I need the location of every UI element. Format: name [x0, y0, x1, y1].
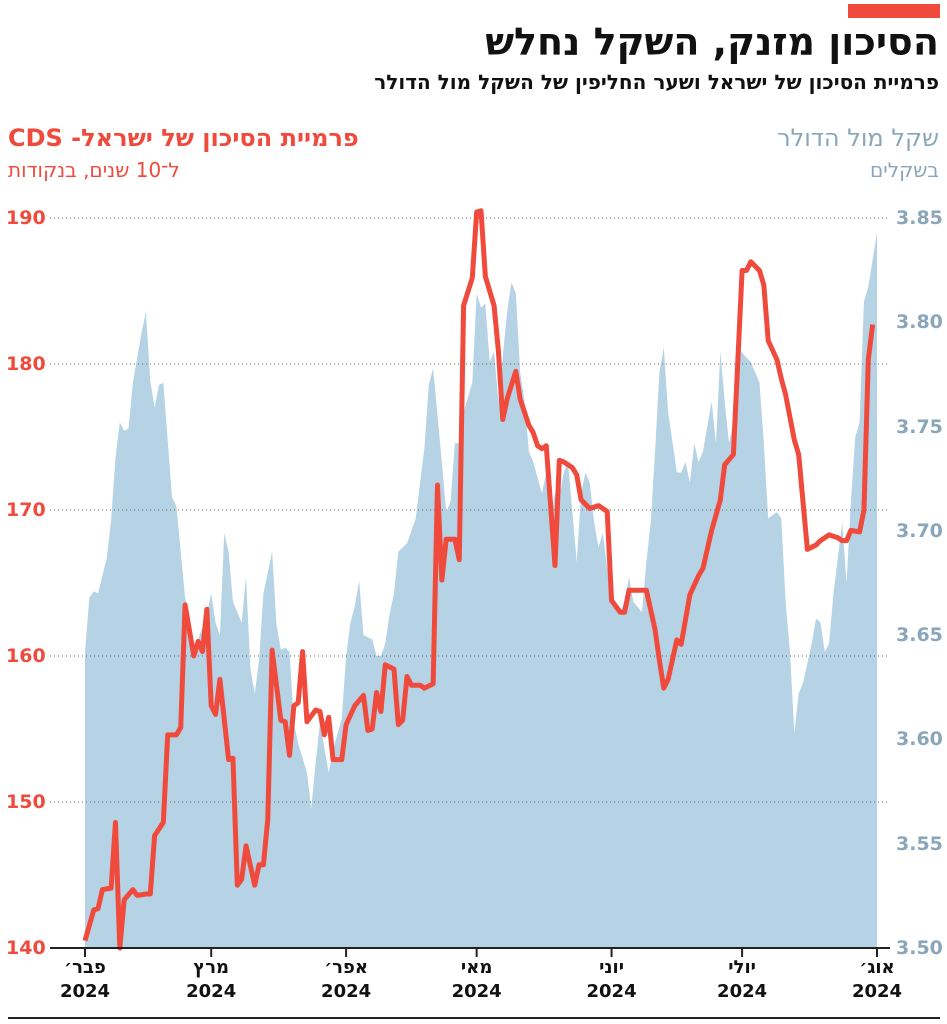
y2-tick-label: 3.75	[896, 415, 943, 438]
y2-tick-label: 3.70	[896, 519, 943, 542]
y-tick-label: 170	[6, 499, 46, 521]
y-axis-unit: ל־10 שנים, בנקודות	[8, 158, 180, 182]
x-tick-label: יוני 2024	[586, 957, 637, 1002]
y2-tick-label: 3.80	[896, 311, 943, 334]
x-tick-label: מרץ 2024	[186, 957, 237, 1002]
y-tick-label: 160	[6, 645, 46, 667]
y-tick-label: 180	[6, 353, 46, 375]
y-axis-title: פרמיית הסיכון של ישראל- CDS	[8, 124, 359, 152]
chart-subtitle: פרמיית הסיכון של ישראל ושער החליפין של ה…	[374, 70, 939, 94]
y-tick-label: 150	[6, 791, 46, 813]
line	[82, 208, 876, 951]
y2-axis-title: שקל מול הדולר	[777, 124, 939, 152]
y2-tick-label: 3.60	[896, 728, 943, 751]
chart-title: הסיכון מזנק, השקל נחלש	[485, 20, 939, 64]
y-tick-label: 190	[6, 207, 46, 229]
y-tick-label: 140	[6, 937, 46, 959]
y2-tick-label: 3.55	[896, 832, 943, 855]
y2-tick-label: 3.50	[896, 937, 943, 959]
accent-bar	[848, 4, 940, 18]
x-tick-label: מאי 2024	[451, 957, 502, 1002]
x-tick-label: יולי 2024	[717, 957, 768, 1002]
y2-tick-label: 3.65	[896, 624, 943, 647]
y2-axis-unit: בשקלים	[869, 158, 939, 182]
area	[85, 232, 877, 949]
x-tick-label: אפר׳ 2024	[321, 957, 372, 1002]
x-tick-label: אוג׳ 2024	[851, 957, 903, 1002]
x-tick-label: פבר׳ 2024	[59, 957, 111, 1002]
y2-tick-label: 3.85	[896, 207, 943, 229]
